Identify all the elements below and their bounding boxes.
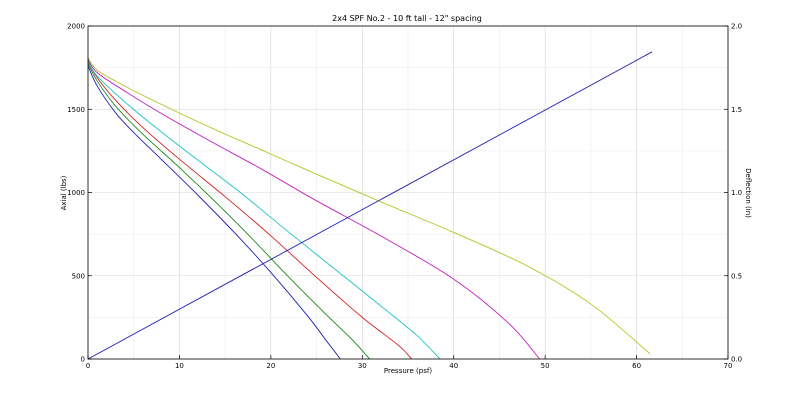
x-tick-label: 10 [175,362,184,370]
series-line-4 [87,60,441,360]
x-tick-label: 30 [358,362,367,370]
series-line-6 [87,57,651,355]
x-tick-label: 50 [541,362,550,370]
y-axis-label: Axial (lbs) [60,175,68,210]
y-tick-label: 1000 [67,189,85,197]
y-tick-label: 2000 [67,23,85,31]
chart-title: 2x4 SPF No.2 - 10 ft tall - 12" spacing [332,14,482,23]
x-axis-ticks: 0 10 20 30 40 50 60 70 [86,355,733,370]
y2-tick-label: 1.5 [731,106,742,114]
y-axis-ticks: 0 500 1000 1500 2000 [67,23,92,364]
series-line-2 [87,63,370,360]
y-tick-label: 1500 [67,106,85,114]
series-line-5 [87,59,540,360]
series-group [87,51,653,360]
x-tick-label: 0 [86,362,90,370]
series-line-3 [87,61,412,360]
y2-tick-label: 2.0 [731,23,742,31]
x-tick-label: 60 [632,362,641,370]
x-axis-label: Pressure (psf) [384,367,432,375]
y2-tick-label: 0.5 [731,272,742,280]
x-tick-label: 20 [266,362,275,370]
y2-axis-label: Deflection (in) [744,168,752,218]
grid-lines [87,25,729,360]
x-tick-label: 70 [724,362,733,370]
series-line-7 [87,51,653,360]
y2-tick-label: 1.0 [731,189,742,197]
x-tick-label: 40 [449,362,458,370]
y-tick-label: 0 [81,356,85,364]
y-tick-label: 500 [72,272,85,280]
y2-axis-ticks: 0.0 0.5 1.0 1.5 2.0 [724,23,742,364]
y2-tick-label: 0.0 [731,356,742,364]
series-line-1 [87,65,341,360]
